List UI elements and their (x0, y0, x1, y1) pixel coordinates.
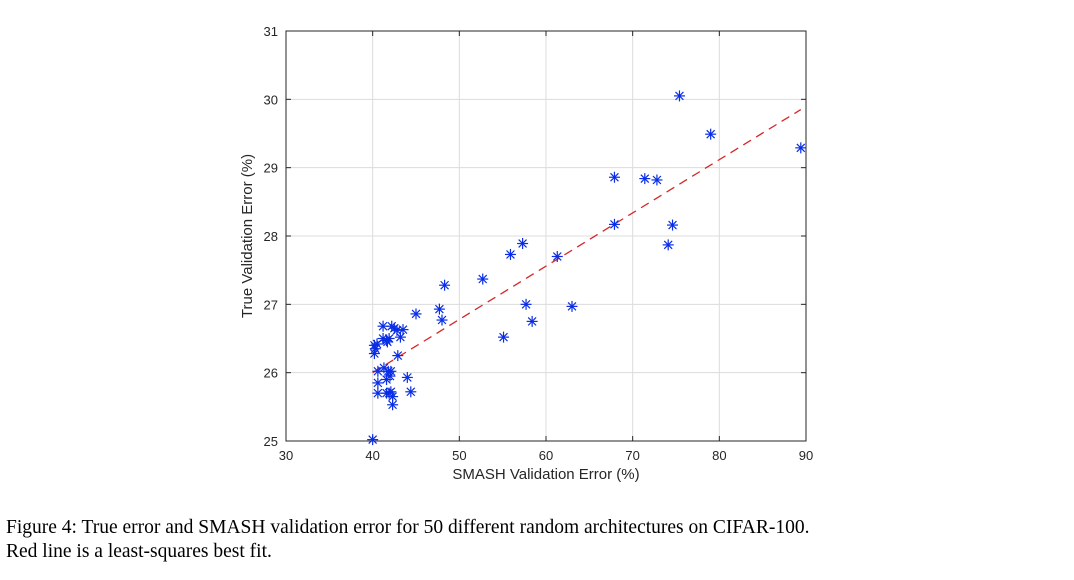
scatter-chart: 30 40 50 60 70 80 90 25 26 27 28 29 30 31 SMASH Vali… (239, 24, 813, 483)
data-point (651, 174, 663, 186)
data-point (608, 171, 620, 183)
data-point (392, 350, 404, 362)
data-point (367, 434, 379, 446)
data-points (367, 90, 807, 446)
data-point (401, 371, 413, 383)
y-tick-label: 29 (264, 161, 278, 176)
data-point (526, 315, 538, 327)
data-point (372, 365, 384, 377)
y-tick-label: 31 (264, 24, 278, 39)
data-point (372, 377, 384, 389)
least-squares-fit-line (372, 109, 802, 374)
data-point (387, 399, 399, 411)
x-tick-label: 60 (539, 448, 553, 463)
data-point (381, 336, 393, 348)
data-point (477, 273, 489, 285)
figure-caption: Figure 4: True error and SMASH validatio… (6, 516, 1070, 564)
data-point (673, 90, 685, 102)
data-point (504, 248, 516, 260)
x-tick-label: 30 (279, 448, 293, 463)
y-tick-label: 27 (264, 297, 278, 312)
data-point (608, 218, 620, 230)
x-tick-label: 50 (452, 448, 466, 463)
data-point (410, 308, 422, 320)
data-point (705, 128, 717, 140)
y-tick-label: 30 (264, 92, 278, 107)
data-point (394, 331, 406, 343)
data-point (520, 298, 532, 310)
data-point (517, 238, 529, 250)
y-axis-ticks: 25 26 27 28 29 30 31 (264, 24, 806, 449)
y-tick-label: 26 (264, 366, 278, 381)
caption-line-1: Figure 4: True error and SMASH validatio… (6, 517, 810, 538)
data-point (397, 324, 409, 336)
x-tick-label: 40 (365, 448, 379, 463)
x-axis-label: SMASH Validation Error (%) (452, 466, 639, 483)
data-point (436, 314, 448, 326)
y-tick-label: 28 (264, 229, 278, 244)
data-point (405, 386, 417, 398)
data-point (385, 365, 397, 377)
fit-line-group (372, 109, 802, 374)
x-tick-label: 70 (625, 448, 639, 463)
data-point (667, 219, 679, 231)
caption-line-2: Red line is a least-squares best fit. (6, 541, 272, 562)
data-point (662, 239, 674, 251)
data-point (795, 142, 807, 154)
data-point (639, 173, 651, 185)
x-axis-ticks: 30 40 50 60 70 80 90 (279, 31, 813, 463)
x-tick-label: 90 (799, 448, 813, 463)
data-point (551, 251, 563, 262)
x-tick-label: 80 (712, 448, 726, 463)
data-point (498, 331, 510, 343)
y-axis-label: True Validation Error (%) (239, 154, 256, 318)
data-point (566, 300, 578, 312)
grid-lines (285, 30, 807, 442)
data-point (439, 279, 451, 291)
data-point (377, 320, 389, 332)
y-tick-label: 25 (264, 434, 278, 449)
data-point (433, 303, 445, 315)
